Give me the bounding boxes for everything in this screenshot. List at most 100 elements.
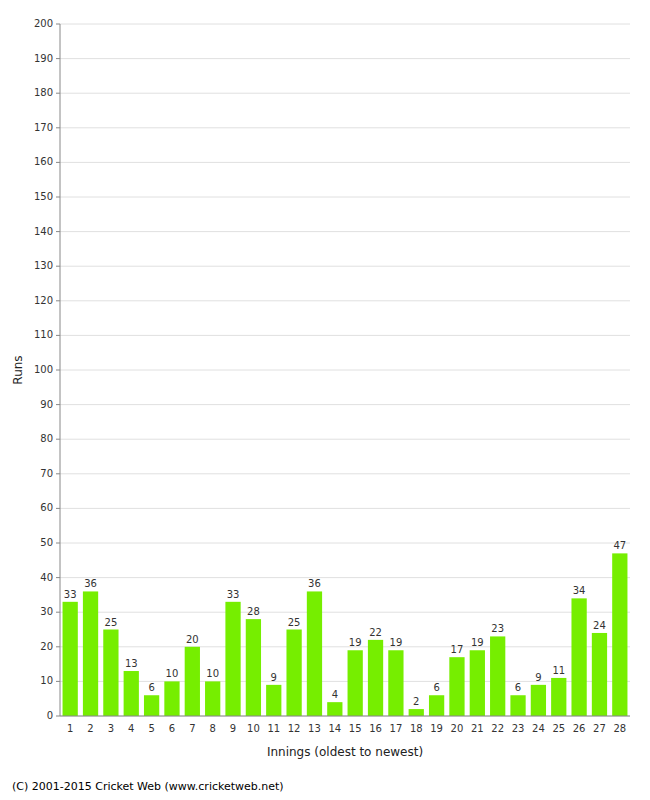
bar xyxy=(164,681,179,716)
data-label: 20 xyxy=(186,634,199,645)
grid-line xyxy=(60,612,630,613)
bar xyxy=(409,709,424,716)
tick-label: 0 xyxy=(47,710,53,721)
data-label: 9 xyxy=(535,672,541,683)
grid-line xyxy=(60,231,630,232)
grid-line xyxy=(60,58,630,59)
data-label: 6 xyxy=(148,682,154,693)
data-label: 47 xyxy=(613,540,626,551)
tick-label: 20 xyxy=(40,641,53,652)
tick-mark xyxy=(56,370,60,371)
tick-label: 3 xyxy=(108,723,114,734)
tick-mark xyxy=(56,58,60,59)
grid-line xyxy=(60,716,630,717)
tick-mark xyxy=(56,681,60,682)
tick-label: 15 xyxy=(349,723,362,734)
bar xyxy=(348,650,363,716)
tick-label: 30 xyxy=(40,606,53,617)
bar xyxy=(144,695,159,716)
bar xyxy=(103,630,118,717)
data-label: 10 xyxy=(206,668,219,679)
data-label: 10 xyxy=(166,668,179,679)
tick-label: 17 xyxy=(390,723,403,734)
bar xyxy=(83,591,98,716)
tick-label: 5 xyxy=(148,723,154,734)
tick-label: 1 xyxy=(67,723,73,734)
bar xyxy=(388,650,403,716)
data-label: 9 xyxy=(271,672,277,683)
tick-label: 190 xyxy=(34,53,53,64)
data-label: 33 xyxy=(227,589,240,600)
data-label: 25 xyxy=(105,617,118,628)
bar xyxy=(551,678,566,716)
tick-label: 130 xyxy=(34,260,53,271)
tick-label: 80 xyxy=(40,433,53,444)
data-label: 24 xyxy=(593,620,606,631)
data-label: 34 xyxy=(573,585,586,596)
tick-label: 21 xyxy=(471,723,484,734)
bar xyxy=(470,650,485,716)
grid-line xyxy=(60,473,630,474)
bar xyxy=(225,602,240,716)
grid-line xyxy=(60,404,630,405)
grid-line xyxy=(60,508,630,509)
tick-mark xyxy=(56,24,60,25)
data-label: 11 xyxy=(552,665,565,676)
bar xyxy=(185,647,200,716)
x-axis-label: Innings (oldest to newest) xyxy=(267,745,423,759)
data-label: 6 xyxy=(515,682,521,693)
bar xyxy=(266,685,281,716)
tick-label: 23 xyxy=(512,723,525,734)
tick-mark xyxy=(56,335,60,336)
bars xyxy=(63,553,628,716)
tick-label: 20 xyxy=(451,723,464,734)
grid-line xyxy=(60,646,630,647)
x-axis-line xyxy=(60,716,630,717)
tick-mark xyxy=(56,93,60,94)
grid-line xyxy=(60,127,630,128)
bar xyxy=(449,657,464,716)
bar xyxy=(612,553,627,716)
tick-label: 100 xyxy=(34,364,53,375)
tick-label: 26 xyxy=(573,723,586,734)
grid-line xyxy=(60,370,630,371)
data-label: 22 xyxy=(369,627,382,638)
grid-line xyxy=(60,335,630,336)
data-label: 2 xyxy=(413,696,419,707)
bar xyxy=(124,671,139,716)
data-label: 19 xyxy=(390,637,403,648)
bar xyxy=(429,695,444,716)
grid-line xyxy=(60,577,630,578)
y-axis: 0102030405060708090100110120130140150160… xyxy=(34,18,630,721)
tick-label: 6 xyxy=(169,723,175,734)
data-label: 13 xyxy=(125,658,138,669)
tick-mark xyxy=(56,577,60,578)
bar xyxy=(307,591,322,716)
grid-line xyxy=(60,266,630,267)
tick-label: 18 xyxy=(410,723,423,734)
bar xyxy=(286,630,301,717)
tick-mark xyxy=(56,404,60,405)
grid-line xyxy=(60,24,630,25)
chart: 0102030405060708090100110120130140150160… xyxy=(0,0,650,800)
grid-line xyxy=(60,197,630,198)
tick-label: 12 xyxy=(288,723,301,734)
y-axis-line xyxy=(60,24,61,716)
tick-label: 180 xyxy=(34,87,53,98)
tick-label: 10 xyxy=(247,723,260,734)
tick-mark xyxy=(56,612,60,613)
tick-label: 24 xyxy=(532,723,545,734)
tick-label: 2 xyxy=(87,723,93,734)
grid-line xyxy=(60,439,630,440)
tick-label: 7 xyxy=(189,723,195,734)
bar xyxy=(368,640,383,716)
data-label: 17 xyxy=(451,644,464,655)
tick-label: 50 xyxy=(40,537,53,548)
tick-mark xyxy=(56,646,60,647)
data-label: 19 xyxy=(471,637,484,648)
tick-mark xyxy=(56,439,60,440)
data-label: 36 xyxy=(84,578,97,589)
grid-line xyxy=(60,681,630,682)
y-axis-label: Runs xyxy=(11,355,25,384)
tick-label: 120 xyxy=(34,295,53,306)
